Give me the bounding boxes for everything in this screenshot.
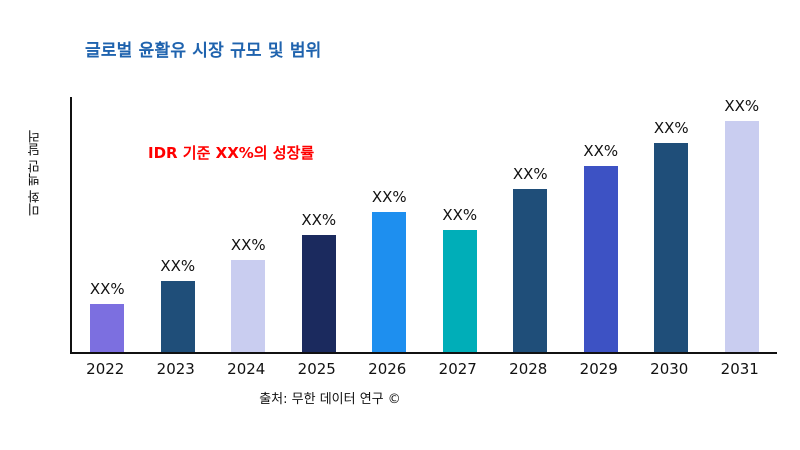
bar-value-label: XX%: [230, 236, 266, 255]
bar: [654, 142, 689, 352]
bar-group: XX%: [707, 97, 778, 352]
bar: [160, 280, 195, 352]
bar-group: XX%: [213, 97, 284, 352]
bar-group: XX%: [425, 97, 496, 352]
bar-group: XX%: [354, 97, 425, 352]
x-tick-label: 2026: [368, 360, 407, 378]
bar-group: XX%: [143, 97, 214, 352]
source-text: 출처: 무한 데이터 연구 ©: [259, 392, 401, 407]
bar: [301, 234, 336, 352]
bar-group: XX%: [636, 97, 707, 352]
bar: [724, 121, 759, 352]
bar-value-label: XX%: [442, 205, 478, 224]
bar-group: XX%: [284, 97, 355, 352]
bar-value-label: XX%: [89, 279, 125, 298]
bar: [231, 260, 266, 352]
x-tick-label: 2023: [156, 360, 195, 378]
bar-value-label: XX%: [371, 187, 407, 206]
bar: [583, 165, 618, 352]
bar-group: XX%: [566, 97, 637, 352]
y-axis-label: 미화 백만 달러: [28, 129, 43, 217]
plot-area: XX% XX% XX% XX% XX% XX% XX% XX% XX% XX%: [70, 97, 777, 354]
bar: [513, 188, 548, 352]
bar-group: XX%: [495, 97, 566, 352]
chart-title: 글로벌 윤활유 시장 규모 및 범위: [85, 41, 322, 61]
bar: [372, 211, 407, 352]
x-tick-label: 2027: [438, 360, 477, 378]
x-tick-label: 2022: [86, 360, 125, 378]
bar: [442, 229, 477, 352]
bar: [90, 303, 125, 352]
bar-value-label: XX%: [301, 210, 337, 229]
bar-group: XX%: [72, 97, 143, 352]
x-tick-label: 2025: [297, 360, 336, 378]
bar-value-label: XX%: [583, 141, 619, 160]
bar-value-label: XX%: [653, 118, 689, 137]
bar-value-label: XX%: [724, 97, 760, 115]
bar-value-label: XX%: [512, 164, 548, 183]
x-tick-label: 2030: [650, 360, 689, 378]
x-tick-label: 2031: [720, 360, 759, 378]
growth-rate-annotation: IDR 기준 XX%의 성장률: [148, 144, 315, 162]
x-tick-label: 2028: [509, 360, 548, 378]
x-tick-label: 2029: [579, 360, 618, 378]
x-axis-labels: 2022 2023 2024 2025 2026 2027 2028 2029 2030 2031: [70, 360, 775, 378]
bar-value-label: XX%: [160, 256, 196, 275]
x-tick-label: 2024: [227, 360, 266, 378]
